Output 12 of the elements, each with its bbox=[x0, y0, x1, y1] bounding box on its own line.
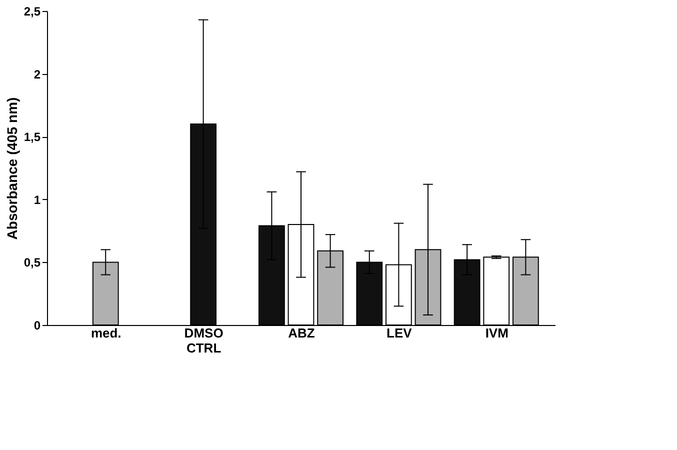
y-tick-label: 0,5 bbox=[24, 256, 41, 270]
y-tick-label: 2 bbox=[34, 67, 41, 82]
y-tick-label: 0 bbox=[34, 318, 41, 332]
y-tick-label: 1 bbox=[34, 192, 41, 207]
x-tick-label: LEV bbox=[386, 326, 412, 340]
y-tick-label: 2,5 bbox=[24, 4, 41, 18]
y-tick-label: 1,5 bbox=[24, 130, 41, 144]
x-tick-label: DMSO CTRL bbox=[184, 326, 224, 356]
x-tick-label: ABZ bbox=[288, 326, 315, 340]
x-tick-label: IVM bbox=[485, 326, 508, 340]
x-tick-label: med. bbox=[90, 326, 122, 340]
y-axis-title: Absorbance (405 nm) bbox=[4, 97, 20, 240]
